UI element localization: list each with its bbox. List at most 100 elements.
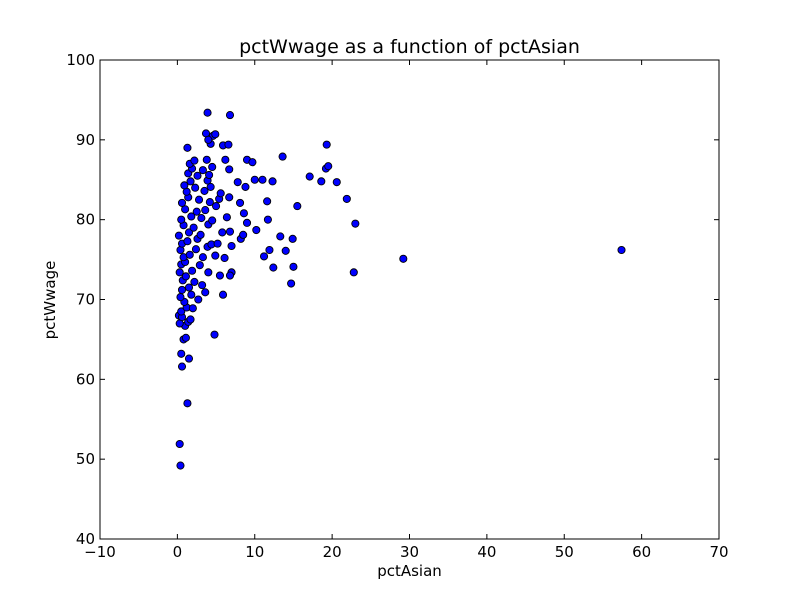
data-point [184,228,194,237]
data-point [186,315,195,324]
y-tick-label: 90 [76,131,95,149]
data-point [186,177,195,186]
data-point [208,216,217,225]
data-point [185,250,194,259]
data-point [276,232,285,241]
x-axis-label: pctAsian [377,562,442,580]
data-point [183,237,192,246]
data-point [176,293,185,302]
data-point [208,162,217,172]
data-point [287,279,296,288]
data-point [196,230,205,239]
data-point [198,253,207,262]
data-point [203,108,212,117]
data-point [252,225,261,235]
data-point [233,178,242,187]
data-point [194,295,203,304]
data-point [222,213,231,222]
x-tick-label: 40 [477,543,496,561]
y-tick-label: 50 [76,450,95,468]
data-point [181,205,190,214]
data-point [174,231,183,240]
data-point [293,202,302,211]
data-point [187,290,196,299]
data-point [181,333,190,342]
data-point [263,215,272,224]
x-tick-label: 30 [400,543,419,561]
data-point [617,245,626,255]
data-point [342,194,351,203]
y-tick-label: 60 [76,370,95,388]
data-point [269,263,278,272]
x-tick-label: 10 [245,543,264,561]
y-tick-label: 70 [76,291,95,309]
data-point [200,186,209,195]
data-point [192,207,201,216]
data-point [184,283,194,292]
data-point [239,209,248,218]
data-point [278,152,287,161]
data-point [202,155,211,164]
data-point [177,285,187,294]
data-point [206,182,215,191]
x-tick-label: 70 [709,543,728,561]
data-point [349,268,358,277]
data-point [351,219,360,228]
data-point [259,252,269,261]
data-point [227,241,236,251]
data-point [211,130,220,139]
data-point [213,239,222,248]
data-point [191,183,200,192]
axis-ticks: −10 0 10 20 30 40 50 60 70 40 50 60 70 80 90 100 [66,51,728,561]
x-tick-label: 0 [173,543,183,561]
data-point [399,254,408,263]
data-point [225,227,235,236]
data-point [175,268,184,277]
data-point [177,362,187,371]
data-point [268,177,277,186]
data-point [175,439,184,449]
data-point [205,170,214,180]
data-point [204,268,213,277]
x-tick-label: 20 [323,543,342,561]
data-point [258,175,267,184]
data-point [265,245,274,255]
data-point [212,202,221,211]
y-axis-label: pctWwage [41,261,59,340]
data-point [193,171,202,180]
data-point [205,198,214,207]
y-tick-label: 40 [76,530,95,548]
data-point [187,212,196,221]
data-point [177,198,187,207]
data-point [183,143,192,152]
data-point [225,165,234,174]
data-point [224,140,233,149]
data-point [198,281,207,290]
data-point [332,178,341,187]
data-point [195,261,204,270]
data-point [181,272,190,281]
data-point [250,175,259,184]
data-point [177,215,186,224]
data-point [201,288,210,297]
data-point [281,246,290,255]
data-point [211,251,220,260]
plot-area-frame [99,59,720,540]
data-point [317,177,326,186]
y-tick-label: 100 [66,51,95,69]
data-point [225,193,234,202]
data-point [289,262,298,271]
data-point [204,135,213,144]
data-point [190,277,199,286]
chart-title: pctWwage as a function of pctAsian [239,36,580,58]
data-point [190,156,199,165]
data-point [194,195,204,204]
data-point [235,198,245,207]
data-point [242,218,252,227]
x-tick-label: 60 [632,543,651,561]
data-point [225,111,235,120]
data-point [198,166,207,175]
data-point [324,162,333,171]
